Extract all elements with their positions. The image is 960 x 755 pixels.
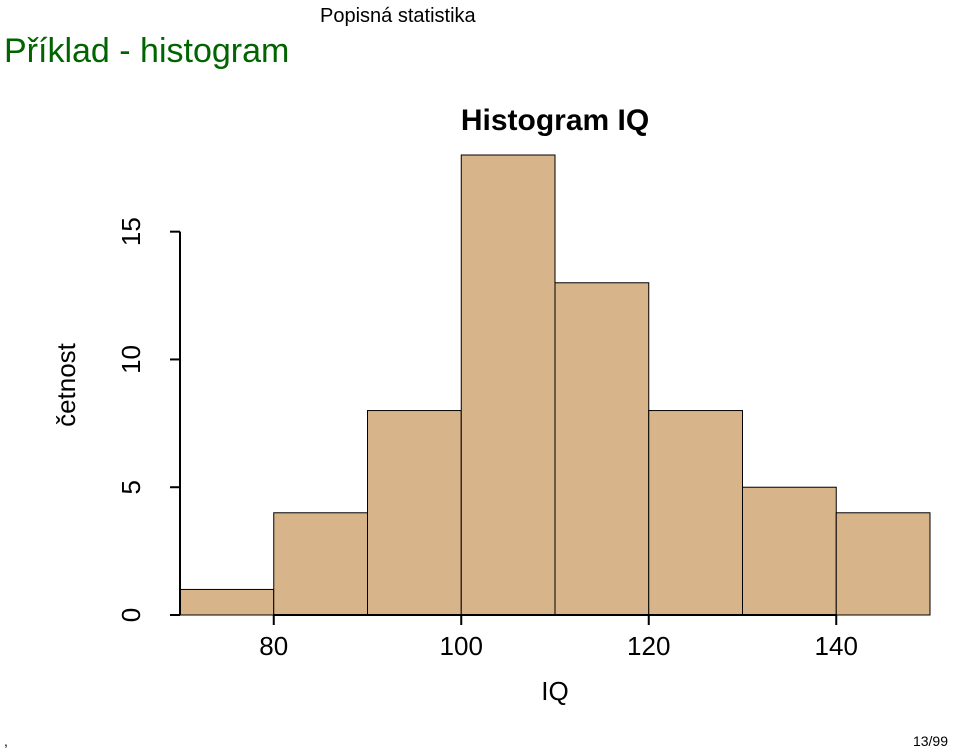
histogram-chart: 80 100 120 140 0 5 10 15 Histogram IQ IQ četnost: [0, 0, 960, 755]
y-tick-label: 5: [116, 480, 146, 494]
x-tick-label: 120: [627, 631, 670, 661]
x-tick-label: 80: [259, 631, 288, 661]
footer-mark: ,: [4, 733, 8, 749]
histogram-bar: [368, 411, 462, 615]
histogram-bar: [461, 155, 555, 615]
chart-title: Histogram IQ: [461, 104, 649, 137]
y-tick-label: 15: [116, 217, 146, 246]
histogram-bar: [649, 411, 743, 615]
x-tick-label: 100: [440, 631, 483, 661]
y-tick-label: 0: [116, 608, 146, 622]
x-axis-label: IQ: [541, 676, 568, 706]
x-tick-label: 140: [815, 631, 858, 661]
y-axis-label: četnost: [51, 342, 81, 427]
histogram-bar: [555, 283, 649, 615]
histogram-bar: [743, 487, 837, 615]
histogram-bar: [180, 589, 274, 615]
y-tick-label: 10: [116, 345, 146, 374]
histogram-bar: [836, 513, 930, 615]
histogram-bar: [274, 513, 368, 615]
page-number: 13/99: [913, 733, 948, 749]
